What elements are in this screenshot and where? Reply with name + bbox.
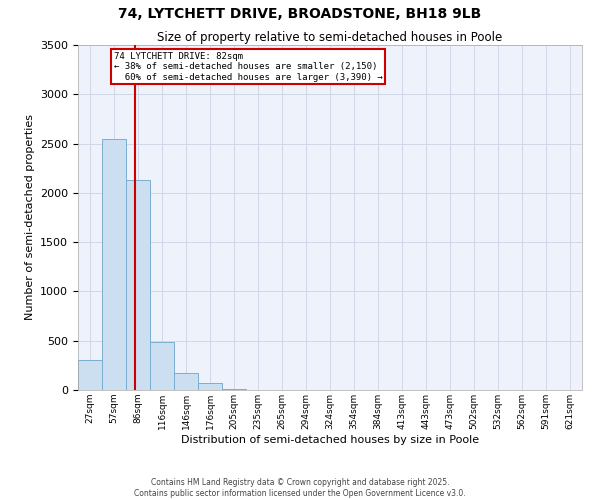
Bar <box>78 360 102 390</box>
Bar <box>150 342 174 390</box>
Text: Contains HM Land Registry data © Crown copyright and database right 2025.
Contai: Contains HM Land Registry data © Crown c… <box>134 478 466 498</box>
Bar <box>126 180 150 390</box>
Title: Size of property relative to semi-detached houses in Poole: Size of property relative to semi-detach… <box>157 31 503 44</box>
Bar <box>222 389 246 390</box>
X-axis label: Distribution of semi-detached houses by size in Poole: Distribution of semi-detached houses by … <box>181 434 479 444</box>
Text: 74 LYTCHETT DRIVE: 82sqm
← 38% of semi-detached houses are smaller (2,150)
  60%: 74 LYTCHETT DRIVE: 82sqm ← 38% of semi-d… <box>114 52 383 82</box>
Bar <box>102 138 126 390</box>
Y-axis label: Number of semi-detached properties: Number of semi-detached properties <box>25 114 35 320</box>
Bar <box>174 373 198 390</box>
Bar <box>198 382 222 390</box>
Text: 74, LYTCHETT DRIVE, BROADSTONE, BH18 9LB: 74, LYTCHETT DRIVE, BROADSTONE, BH18 9LB <box>118 8 482 22</box>
